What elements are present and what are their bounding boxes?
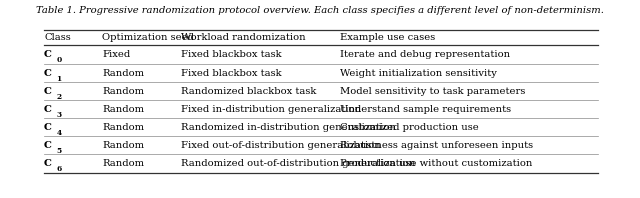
Text: 3: 3 [56, 111, 61, 119]
Text: Fixed out-of-distribution generalization: Fixed out-of-distribution generalization [182, 141, 381, 150]
Text: Weight initialization sensitivity: Weight initialization sensitivity [340, 69, 497, 78]
Text: Workload randomization: Workload randomization [182, 33, 306, 42]
Text: 4: 4 [56, 129, 62, 137]
Text: Random: Random [102, 141, 145, 150]
Text: C: C [44, 141, 52, 150]
Text: 1: 1 [56, 74, 62, 83]
Text: C: C [44, 105, 52, 114]
Text: Understand sample requirements: Understand sample requirements [340, 105, 511, 114]
Text: Fixed in-distribution generalization: Fixed in-distribution generalization [182, 105, 362, 114]
Text: C: C [44, 50, 52, 59]
Text: Random: Random [102, 87, 145, 96]
Text: 6: 6 [56, 165, 62, 173]
Text: Random: Random [102, 159, 145, 168]
Text: Random: Random [102, 123, 145, 132]
Text: Random: Random [102, 105, 145, 114]
Text: 0: 0 [56, 56, 62, 64]
Text: Random: Random [102, 69, 145, 78]
Text: Iterate and debug representation: Iterate and debug representation [340, 50, 510, 59]
Text: C: C [44, 159, 52, 168]
Text: Robustness against unforeseen inputs: Robustness against unforeseen inputs [340, 141, 533, 150]
Text: Fixed blackbox task: Fixed blackbox task [182, 69, 282, 78]
Text: Class: Class [44, 33, 71, 42]
Text: Randomized in-distribution generalization: Randomized in-distribution generalizatio… [182, 123, 396, 132]
Text: Customized production use: Customized production use [340, 123, 479, 132]
Text: C: C [44, 123, 52, 132]
Text: Randomized out-of-distribution generalization: Randomized out-of-distribution generaliz… [182, 159, 416, 168]
Text: Model sensitivity to task parameters: Model sensitivity to task parameters [340, 87, 525, 96]
Text: Fixed: Fixed [102, 50, 131, 59]
Text: Randomized blackbox task: Randomized blackbox task [182, 87, 317, 96]
Text: C: C [44, 69, 52, 78]
Text: Fixed blackbox task: Fixed blackbox task [182, 50, 282, 59]
Text: 2: 2 [56, 93, 61, 101]
Text: Example use cases: Example use cases [340, 33, 435, 42]
Text: Production use without customization: Production use without customization [340, 159, 532, 168]
Text: Table 1. Progressive randomization protocol overview. Each class specifies a dif: Table 1. Progressive randomization proto… [36, 6, 604, 15]
Text: Optimization seed: Optimization seed [102, 33, 195, 42]
Text: 5: 5 [56, 147, 62, 155]
Text: C: C [44, 87, 52, 96]
